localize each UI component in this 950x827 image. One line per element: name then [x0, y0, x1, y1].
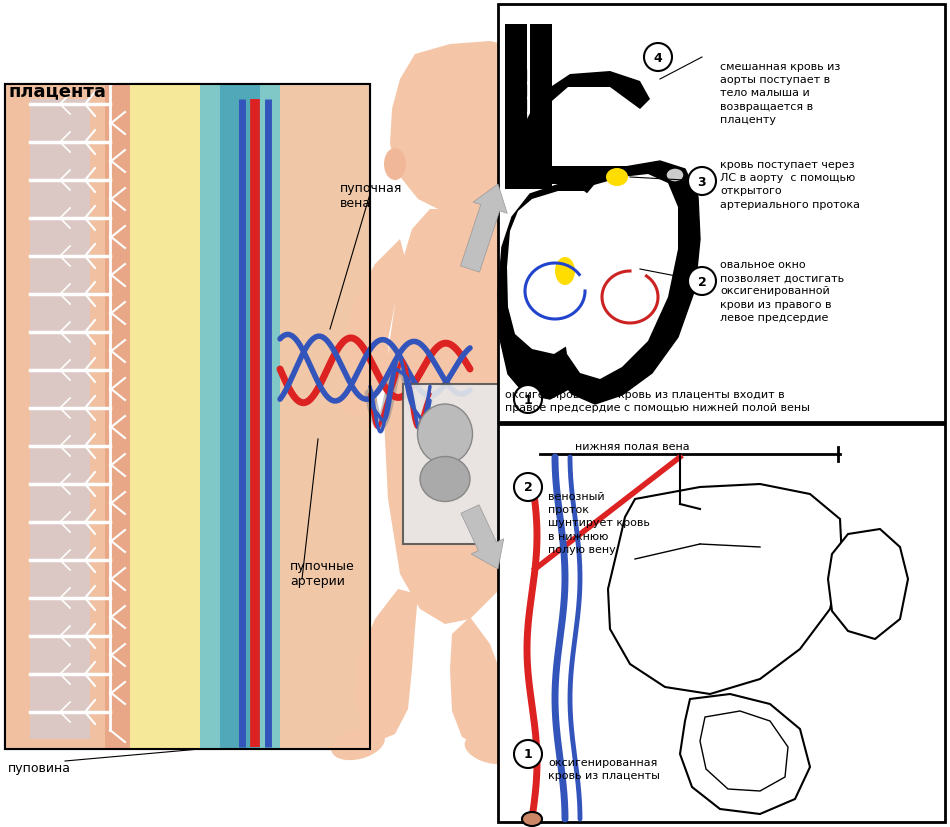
Text: кровь поступает через
ЛС в аорту  с помощью
открытого
артериального протока: кровь поступает через ЛС в аорту с помощ… — [720, 160, 860, 209]
Polygon shape — [384, 210, 548, 624]
Polygon shape — [507, 192, 610, 355]
Ellipse shape — [666, 169, 684, 183]
Bar — [505, 160, 527, 172]
Text: 3: 3 — [697, 175, 706, 189]
Polygon shape — [680, 694, 810, 814]
Text: 2: 2 — [523, 481, 532, 494]
Polygon shape — [390, 42, 555, 215]
Text: нижняя полая вена: нижняя полая вена — [575, 442, 690, 452]
Text: пупочная
вена: пупочная вена — [340, 182, 403, 210]
Polygon shape — [461, 505, 504, 569]
Text: 4: 4 — [654, 51, 662, 65]
Text: пупочные
артерии: пупочные артерии — [290, 559, 354, 587]
Bar — [130, 85, 200, 749]
Polygon shape — [505, 72, 650, 189]
Text: венозный
проток
шунтирует кровь
в нижнюю
полую вену: венозный проток шунтирует кровь в нижнюю… — [548, 491, 650, 554]
Bar — [505, 85, 527, 97]
Bar — [220, 85, 260, 749]
Polygon shape — [516, 250, 558, 380]
Bar — [403, 385, 531, 544]
Text: 1: 1 — [523, 748, 532, 761]
Text: пуповина: пуповина — [8, 761, 71, 774]
Bar — [505, 130, 527, 141]
Circle shape — [644, 44, 672, 72]
Bar — [498, 424, 945, 822]
Polygon shape — [700, 711, 788, 791]
Bar — [5, 85, 370, 749]
Bar — [30, 100, 90, 739]
Circle shape — [514, 740, 542, 768]
Ellipse shape — [332, 728, 385, 760]
Ellipse shape — [555, 258, 575, 285]
Bar — [505, 145, 527, 157]
Circle shape — [514, 385, 542, 414]
Ellipse shape — [339, 383, 377, 417]
Ellipse shape — [384, 149, 406, 181]
Polygon shape — [345, 240, 408, 399]
Polygon shape — [828, 529, 908, 639]
Bar — [5, 85, 370, 749]
Bar — [505, 25, 527, 189]
Text: оксигенированная кровь из плаценты входит в
правое предсердие с помощью нижней п: оксигенированная кровь из плаценты входи… — [505, 390, 809, 413]
Bar — [5, 85, 105, 749]
Ellipse shape — [420, 457, 470, 502]
Ellipse shape — [465, 734, 515, 764]
Ellipse shape — [417, 404, 472, 465]
Text: оксигенированная
кровь из плаценты: оксигенированная кровь из плаценты — [548, 757, 660, 780]
Bar — [498, 5, 945, 423]
Polygon shape — [450, 617, 508, 747]
Polygon shape — [498, 182, 632, 399]
Ellipse shape — [606, 169, 628, 187]
Text: 1: 1 — [523, 393, 532, 406]
Polygon shape — [548, 162, 700, 404]
Circle shape — [514, 473, 542, 501]
Text: 2: 2 — [697, 275, 707, 288]
Bar — [200, 85, 280, 749]
Bar — [505, 100, 527, 112]
Polygon shape — [461, 184, 507, 273]
Polygon shape — [562, 174, 678, 380]
Circle shape — [688, 168, 716, 196]
Bar — [5, 85, 135, 749]
Circle shape — [688, 268, 716, 295]
Ellipse shape — [522, 812, 542, 826]
Polygon shape — [608, 485, 842, 694]
Text: плацента: плацента — [8, 82, 105, 100]
Bar — [505, 70, 527, 82]
Bar — [505, 115, 527, 127]
Bar — [530, 25, 552, 189]
Bar — [505, 174, 527, 187]
Text: смешанная кровь из
аорты поступает в
тело малыша и
возвращается в
плаценту: смешанная кровь из аорты поступает в тел… — [720, 62, 841, 125]
Ellipse shape — [535, 370, 569, 399]
Polygon shape — [355, 590, 418, 741]
Bar — [550, 167, 670, 184]
Bar — [280, 85, 370, 749]
Text: овальное окно
позволяет достигать
оксигенированной
крови из правого в
левое пред: овальное окно позволяет достигать оксиге… — [720, 260, 845, 323]
